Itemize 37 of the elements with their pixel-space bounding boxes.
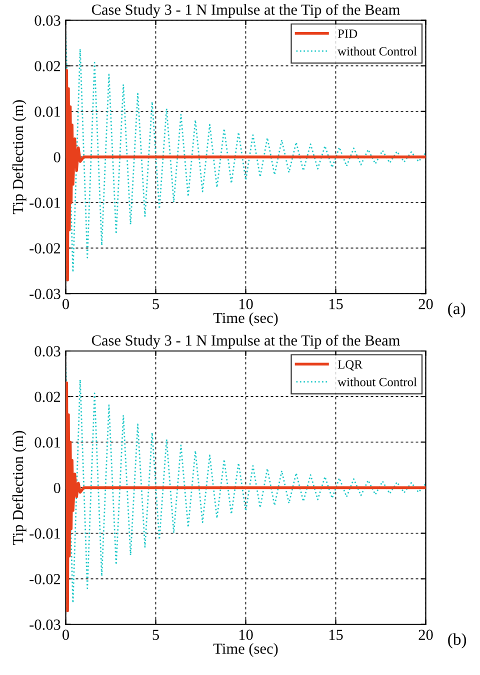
y-tick-label: 0.01: [34, 437, 60, 448]
y-tick-label: -0.01: [30, 528, 60, 539]
x-tick-label: 20: [418, 630, 433, 640]
x-axis-title: Time (sec): [213, 312, 278, 326]
y-tick-label: 0: [54, 482, 60, 494]
x-tick-label: 5: [152, 630, 159, 640]
chart-title: Case Study 3 - 1 N Impulse at the Tip of the Beam: [92, 4, 400, 18]
y-tick-label: -0.02: [30, 243, 60, 254]
y-tick-label: -0.02: [30, 574, 60, 584]
x-tick-label: 10: [239, 298, 253, 310]
y-axis-title: Tip Deflection (m): [12, 430, 26, 545]
x-tick-label: 15: [329, 299, 343, 310]
y-tick-label: 0.01: [34, 106, 60, 117]
y-tick-label: 0.03: [34, 15, 60, 26]
y-tick-label: 0.02: [34, 392, 60, 402]
y-tick-label: -0.01: [30, 198, 60, 208]
y-tick-label: -0.03: [30, 620, 60, 630]
x-tick-label: 0: [62, 630, 69, 640]
x-tick-label: 10: [239, 630, 253, 640]
y-tick-label: 0.02: [34, 60, 60, 72]
text: (b): [448, 633, 466, 648]
y-axis-title: Tip Deflection (m): [12, 100, 26, 214]
line-series: [66, 68, 426, 282]
x-tick-label: 5: [152, 299, 159, 310]
y-tick-label: 0.03: [34, 346, 60, 357]
legend-label: PID: [338, 30, 358, 38]
chart-title: Case Study 3 - 1 N Impulse at the Tip of the Beam: [92, 334, 400, 349]
y-tick-label: 0: [54, 152, 60, 162]
legend-label: LQR: [338, 360, 362, 371]
text: (a): [448, 302, 466, 318]
y-tick-label: -0.03: [30, 288, 60, 300]
x-tick-label: 20: [418, 298, 433, 310]
x-tick-label: 15: [329, 630, 343, 640]
x-tick-label: 0: [62, 298, 69, 310]
x-axis-title: Time (sec): [213, 643, 278, 657]
legend-label: without Control: [338, 377, 417, 386]
legend-label: without Control: [338, 46, 417, 56]
